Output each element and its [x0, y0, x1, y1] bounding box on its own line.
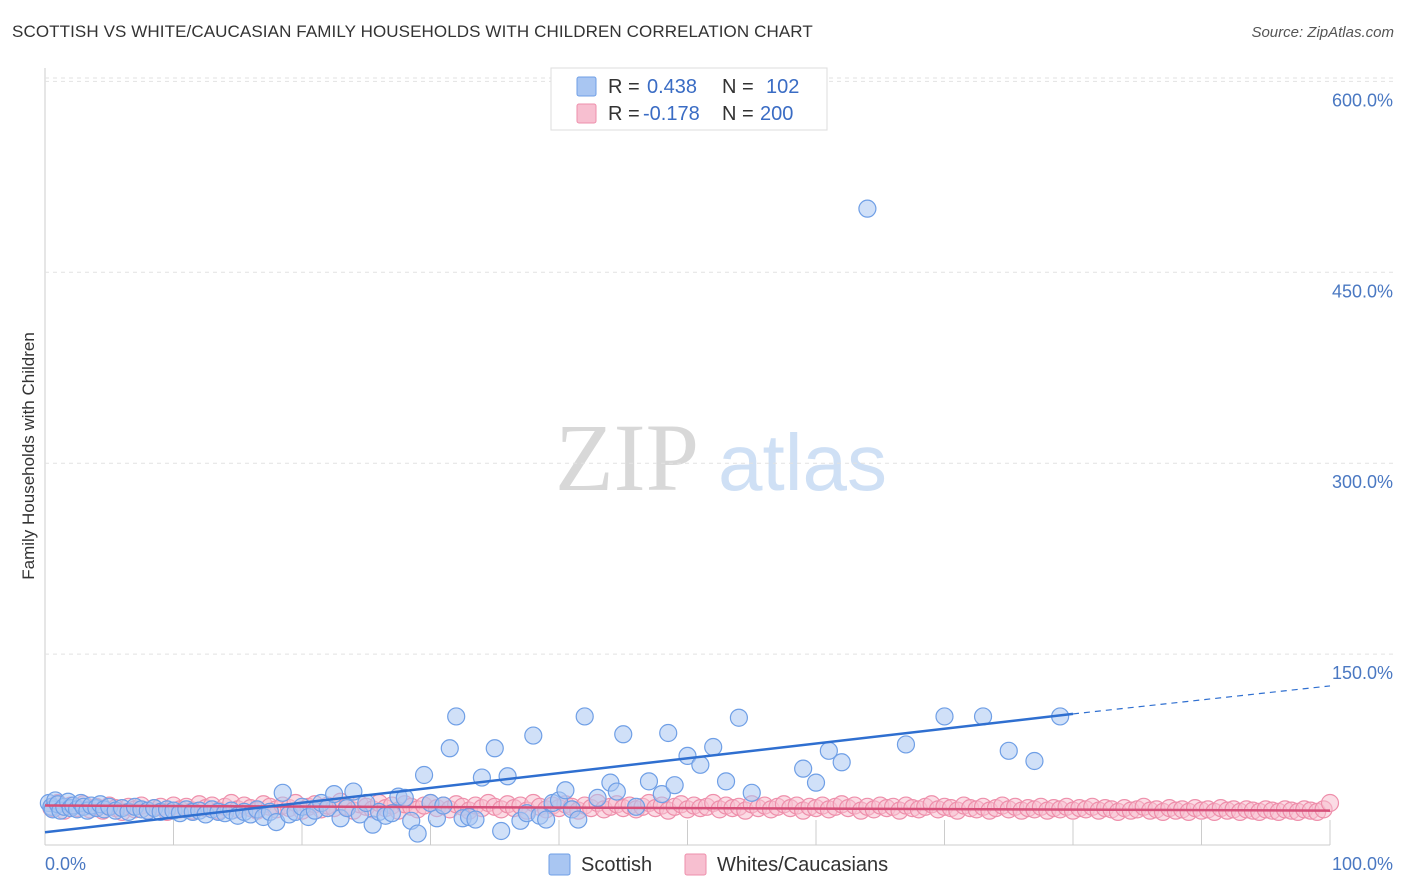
legend-n-value-1: 102 [766, 76, 799, 98]
x-tick-label-min: 0.0% [45, 854, 86, 874]
scottish-point-103 [716, 772, 736, 791]
legend-n-value-2: 200 [760, 103, 793, 125]
series-legend-swatch-whites [684, 853, 707, 876]
scottish-point-94 [614, 725, 633, 744]
watermark-zip: ZIP [555, 404, 699, 511]
scottish-point-67 [414, 765, 434, 785]
legend-r-label-2: R = [608, 103, 640, 125]
series-legend-label-scottish: Scottish [581, 854, 652, 876]
source-label: Source: ZipAtlas.com [1251, 24, 1394, 41]
scottish-point-66 [408, 824, 427, 843]
scottish-point-70 [434, 796, 453, 815]
scottish-point-79 [498, 767, 517, 786]
scottish-point-78 [492, 821, 511, 841]
scottish-point-84 [537, 810, 556, 829]
scottish-point-99 [665, 776, 684, 795]
scottish-point-110 [858, 199, 877, 218]
scottish-point-82 [524, 726, 543, 745]
scottish-point-96 [639, 772, 659, 791]
legend-r-value-2: -0.178 [643, 103, 700, 125]
scottish-point-115 [1025, 751, 1044, 771]
legend-swatch-whites [576, 103, 597, 124]
chart-title: SCOTTISH VS WHITE/CAUCASIAN FAMILY HOUSE… [12, 22, 813, 41]
series-legend: Scottish Whites/Caucasians [548, 853, 888, 876]
scottish-point-89 [569, 810, 588, 829]
scottish-point-111 [896, 735, 916, 754]
legend-n-label-2: N = [722, 103, 754, 125]
scottish-point-97 [652, 784, 671, 804]
legend-r-value-1: 0.438 [647, 76, 697, 98]
trend-line-scottish [44, 712, 1074, 834]
y-tick-label-300: 300.0% [1332, 472, 1393, 492]
whites-point-199 [1320, 793, 1340, 813]
scottish-point-75 [466, 810, 485, 829]
gridlines [45, 77, 1393, 655]
series-legend-swatch-scottish [548, 853, 571, 876]
scottish-point-93 [607, 782, 626, 801]
stats-legend-box [550, 67, 828, 131]
series-legend-label-whites: Whites/Caucasians [717, 854, 888, 876]
legend-r-label-1: R = [608, 76, 640, 98]
scottish-point-100 [678, 746, 697, 766]
scottish-point-104 [729, 708, 749, 727]
scottish-point-87 [556, 781, 575, 800]
trend-line-scottish-extension [1072, 685, 1331, 715]
scottish-point-112 [935, 707, 954, 726]
y-tick-label-450: 450.0% [1332, 281, 1393, 301]
scottish-point-91 [588, 788, 607, 808]
scottish-point-90 [575, 707, 594, 726]
x-ticks [44, 820, 1331, 845]
scottish-point-62 [382, 804, 402, 823]
scottish-point-106 [794, 759, 813, 778]
watermark-atlas: atlas [718, 418, 887, 507]
scottish-point-98 [659, 723, 678, 743]
scottish-point-114 [999, 741, 1018, 760]
y-axis-title: Family Households with Children [19, 332, 38, 580]
scottish-point-107 [806, 773, 826, 792]
x-tick-label-max: 100.0% [1332, 854, 1393, 874]
trend-lines [44, 685, 1331, 834]
scottish-point-72 [447, 707, 466, 726]
scottish-point-77 [485, 739, 504, 758]
scottish-point-105 [742, 783, 761, 802]
y-tick-labels: 150.0% 300.0% 450.0% 600.0% [1332, 90, 1393, 683]
scottish-point-102 [704, 737, 723, 757]
scottish-point-109 [832, 753, 851, 772]
stats-legend: R = 0.438 N = 102 R = -0.178 N = 200 [550, 67, 828, 131]
series-scottish [39, 199, 1070, 843]
y-tick-label-150: 150.0% [1332, 663, 1393, 683]
legend-n-label-1: N = [722, 76, 754, 98]
scottish-point-71 [440, 739, 459, 758]
scottish-point-45 [273, 783, 292, 802]
legend-swatch-scottish [576, 76, 597, 97]
y-tick-label-600: 600.0% [1332, 90, 1393, 110]
scottish-point-101 [691, 755, 710, 774]
